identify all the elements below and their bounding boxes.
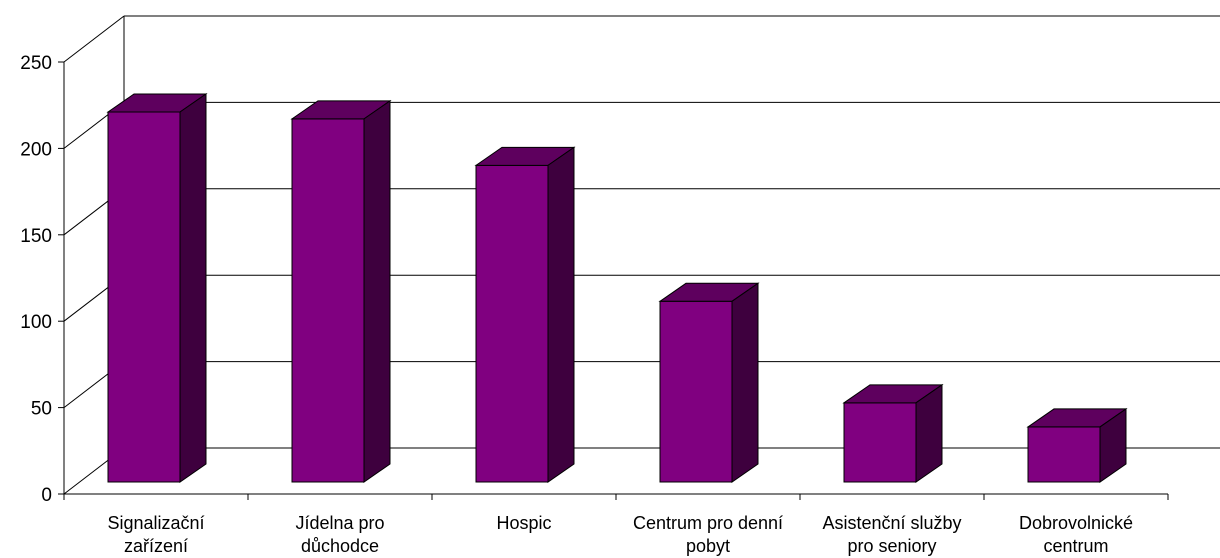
bar bbox=[658, 282, 760, 483]
y-tick-label: 250 bbox=[20, 53, 52, 74]
y-tick-label: 100 bbox=[20, 312, 52, 333]
bar-side bbox=[179, 93, 207, 483]
bar-front bbox=[107, 111, 181, 483]
x-category-label-line: pobyt bbox=[686, 536, 730, 556]
labels: 0 50 100 150 200 250 Signalizační zařízení Jídel… bbox=[20, 53, 1133, 556]
gridline-diagonal bbox=[63, 15, 125, 63]
x-category-label-line: Centrum pro denní bbox=[633, 513, 783, 533]
x-category-label-line: zařízení bbox=[124, 536, 188, 556]
x-category-label-line: Signalizační bbox=[107, 513, 204, 533]
x-category-label: Jídelna pro důchodce bbox=[295, 513, 384, 556]
x-category-label-line: centrum bbox=[1043, 536, 1108, 556]
bar-front bbox=[659, 300, 733, 483]
bar bbox=[290, 99, 392, 483]
bar-side bbox=[363, 99, 391, 483]
bar bbox=[842, 383, 944, 483]
y-tick-label: 150 bbox=[20, 226, 52, 247]
y-tick-label: 0 bbox=[41, 485, 52, 506]
bars bbox=[106, 93, 1128, 483]
bar-side bbox=[1099, 407, 1127, 483]
axes bbox=[58, 16, 1169, 500]
bar-front bbox=[475, 164, 549, 483]
x-category-label: Asistenční služby pro seniory bbox=[822, 513, 961, 556]
bar-side bbox=[547, 146, 575, 483]
x-category-label: Dobrovolnické centrum bbox=[1019, 513, 1133, 556]
x-category-label-line: Hospic bbox=[496, 513, 551, 533]
x-category-label-line: Dobrovolnické bbox=[1019, 513, 1133, 533]
bar-front bbox=[1027, 426, 1101, 483]
x-category-label: Centrum pro denní pobyt bbox=[633, 513, 783, 556]
bar bbox=[474, 146, 576, 483]
x-category-label-line: důchodce bbox=[301, 536, 379, 556]
bar-front bbox=[843, 402, 917, 483]
y-tick-label: 50 bbox=[31, 399, 52, 420]
x-category-label-line: pro seniory bbox=[847, 536, 936, 556]
bar-side bbox=[915, 383, 943, 483]
bar bbox=[106, 93, 208, 483]
x-category-label: Hospic bbox=[496, 513, 551, 533]
x-category-label: Signalizační zařízení bbox=[107, 513, 204, 556]
bar bbox=[1026, 407, 1128, 483]
bar-front bbox=[291, 118, 365, 483]
x-category-label-line: Asistenční služby bbox=[822, 513, 961, 533]
x-category-label-line: Jídelna pro bbox=[295, 513, 384, 533]
y-tick-label: 200 bbox=[20, 139, 52, 160]
bar-side bbox=[731, 282, 759, 483]
